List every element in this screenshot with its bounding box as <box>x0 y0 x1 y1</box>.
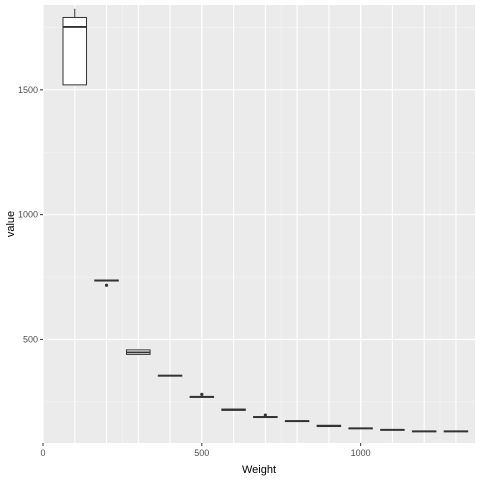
x-tick-label: 0 <box>40 448 45 458</box>
box-1300 <box>443 430 469 433</box>
outlier-point <box>200 392 204 396</box>
x-tick-label: 500 <box>194 448 209 458</box>
y-tick-label: 500 <box>23 334 38 344</box>
box-700 <box>253 413 278 419</box>
box-800 <box>284 420 310 423</box>
x-axis-title: Weight <box>242 464 276 476</box>
x-tick-label: 1000 <box>351 448 371 458</box>
grid-minor <box>43 5 475 443</box>
box-500 <box>189 392 215 398</box>
box-100 <box>62 8 88 86</box>
box-1100 <box>380 428 405 431</box>
box-200 <box>94 279 119 287</box>
outlier-point <box>104 283 109 287</box>
box-400 <box>157 374 183 377</box>
outlier-point <box>263 413 267 417</box>
box-body <box>62 16 88 86</box>
box-1200 <box>411 430 437 433</box>
y-axis-ticks: 500 1000 1500 <box>18 85 43 344</box>
grid-major <box>42 5 475 443</box>
boxes <box>62 8 469 433</box>
plot-panel <box>43 5 475 443</box>
y-tick-label: 1000 <box>18 210 38 220</box>
box-900 <box>316 424 342 428</box>
box-1000 <box>348 427 373 430</box>
box-600 <box>221 408 246 411</box>
x-axis-ticks: 0 500 1000 <box>40 443 371 458</box>
box-300 <box>126 349 151 355</box>
y-axis-title: value <box>5 211 17 237</box>
y-tick-label: 1500 <box>18 85 38 95</box>
